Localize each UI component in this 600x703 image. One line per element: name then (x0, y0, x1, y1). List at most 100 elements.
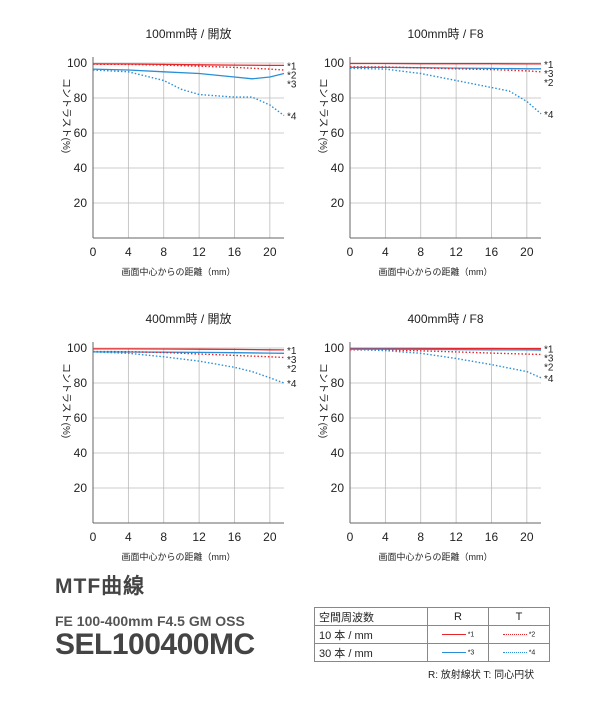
x-tick-label: 0 (90, 530, 97, 544)
legend-line-t3 (502, 652, 527, 654)
x-tick-label: 20 (520, 530, 534, 544)
series-end-label: *1 (287, 346, 297, 357)
series-end-label: *4 (287, 379, 297, 390)
legend-label-t3: *4 (528, 649, 536, 657)
x-tick-label: 16 (485, 530, 499, 544)
series-end-label: *4 (544, 110, 554, 121)
chart-panel-2: 100mm時 / F8 100 80 60 40 20 0 4 8 12 16 20 画面中心からの距離… (317, 27, 554, 277)
y-tick-label: 60 (331, 411, 345, 425)
legend-header: 空間周波数 (314, 607, 428, 626)
y-tick-label: 80 (74, 91, 88, 105)
legend-line-r3 (441, 652, 466, 654)
legend-col-t: T (488, 607, 550, 626)
series-line-s3 (92, 68, 285, 80)
y-tick-label: 60 (74, 126, 88, 140)
chart-title: 400mm時 / F8 (407, 312, 483, 326)
y-tick-label: 40 (74, 446, 88, 460)
x-tick-label: 0 (347, 530, 354, 544)
x-tick-label: 20 (520, 245, 534, 259)
y-axis-label: コントラスト(%) (60, 78, 72, 153)
x-tick-label: 8 (160, 530, 167, 544)
series-end-label: *1 (287, 61, 297, 72)
x-tick-label: 8 (160, 245, 167, 259)
x-axis-label: 画面中心からの距離（mm） (379, 551, 493, 562)
series-end-label: *3 (287, 79, 297, 90)
legend-label-r1: *1 (467, 631, 475, 639)
x-tick-label: 16 (485, 245, 499, 259)
legend-row: 10 本 / mm *1 *2 (314, 625, 550, 644)
chart-panel-4: 400mm時 / F8 100 80 60 40 20 0 4 8 12 16 20 画面中心からの距離… (317, 312, 554, 562)
legend-label-t1: *2 (528, 631, 536, 639)
x-tick-label: 4 (382, 245, 389, 259)
x-tick-label: 0 (90, 245, 97, 259)
x-axis-label: 画面中心からの距離（mm） (122, 551, 236, 562)
x-tick-label: 16 (228, 245, 242, 259)
series-line-s2 (92, 350, 285, 359)
y-axis-label: コントラスト(%) (317, 78, 329, 153)
series-end-label: *3 (287, 355, 297, 366)
legend-note: R: 放射線状 T: 同心円状 (428, 670, 535, 681)
y-tick-label: 80 (331, 376, 345, 390)
x-axis-label: 画面中心からの距離（mm） (122, 266, 236, 277)
y-tick-label: 40 (331, 446, 345, 460)
series-line-s1 (93, 348, 285, 351)
y-tick-label: 40 (74, 161, 88, 175)
series-end-label: *4 (287, 112, 297, 123)
series-end-label: *2 (544, 363, 554, 374)
x-tick-label: 4 (382, 530, 389, 544)
chart-title: 100mm時 / 開放 (145, 26, 231, 41)
y-axis-label: コントラスト(%) (60, 363, 72, 438)
x-tick-label: 16 (228, 530, 242, 544)
x-tick-label: 0 (347, 245, 354, 259)
y-tick-label: 100 (67, 341, 87, 355)
series-end-label: *2 (287, 70, 297, 81)
y-tick-label: 20 (331, 196, 345, 210)
series-line-s3 (350, 348, 542, 351)
chart-title: 400mm時 / 開放 (145, 311, 231, 326)
series-line-s4 (92, 351, 285, 384)
y-tick-label: 60 (331, 126, 345, 140)
y-tick-label: 80 (331, 91, 345, 105)
series-line-s2 (92, 63, 285, 71)
series-end-label: *3 (544, 69, 554, 80)
x-tick-label: 20 (263, 530, 277, 544)
x-tick-label: 12 (192, 530, 206, 544)
series-end-label: *2 (544, 78, 554, 89)
x-tick-label: 12 (192, 245, 206, 259)
y-tick-label: 100 (324, 56, 344, 70)
x-tick-label: 12 (449, 245, 463, 259)
series-end-label: *2 (287, 364, 297, 375)
series-line-s2 (349, 66, 542, 73)
chart-heading: MTF曲線 (55, 575, 146, 598)
legend-label-r3: *3 (467, 649, 475, 657)
series-line-s4 (349, 67, 542, 115)
legend-row: 30 本 / mm *3 *4 (314, 643, 550, 662)
y-tick-label: 100 (324, 341, 344, 355)
y-tick-label: 80 (74, 376, 88, 390)
chart-title: 100mm時 / F8 (407, 27, 483, 41)
series-end-label: *1 (544, 60, 554, 71)
x-tick-label: 8 (417, 245, 424, 259)
y-tick-label: 60 (74, 411, 88, 425)
y-tick-label: 20 (74, 481, 88, 495)
y-tick-label: 40 (331, 161, 345, 175)
series-line-s4 (349, 348, 542, 379)
legend-table: 空間周波数 R T 10 本 / mm *1 *2 30 本 / mm *3 *… (314, 607, 550, 662)
y-tick-label: 20 (74, 196, 88, 210)
y-tick-label: 100 (67, 56, 87, 70)
mtf-chart-grid: 100mm時 / 開放 100 80 60 40 20 0 4 8 12 16 20 画面中心からの距離… (60, 26, 554, 562)
x-tick-label: 20 (263, 245, 277, 259)
legend-row-label: 30 本 / mm (314, 643, 428, 662)
x-tick-label: 4 (125, 245, 132, 259)
series-end-label: *1 (544, 345, 554, 356)
y-axis-label: コントラスト(%) (317, 363, 329, 438)
chart-panel-3: 400mm時 / 開放 100 80 60 40 20 0 4 8 12 16 20 画面中心からの距離… (60, 311, 297, 562)
legend-col-r: R (427, 607, 489, 626)
series-end-label: *3 (544, 354, 554, 365)
legend-row-label: 10 本 / mm (314, 625, 428, 644)
x-tick-label: 12 (449, 530, 463, 544)
chart-panel-1: 100mm時 / 開放 100 80 60 40 20 0 4 8 12 16 20 画面中心からの距離… (60, 26, 297, 277)
lens-name: FE 100-400mm F4.5 GM OSS (55, 613, 245, 629)
x-tick-label: 4 (125, 530, 132, 544)
